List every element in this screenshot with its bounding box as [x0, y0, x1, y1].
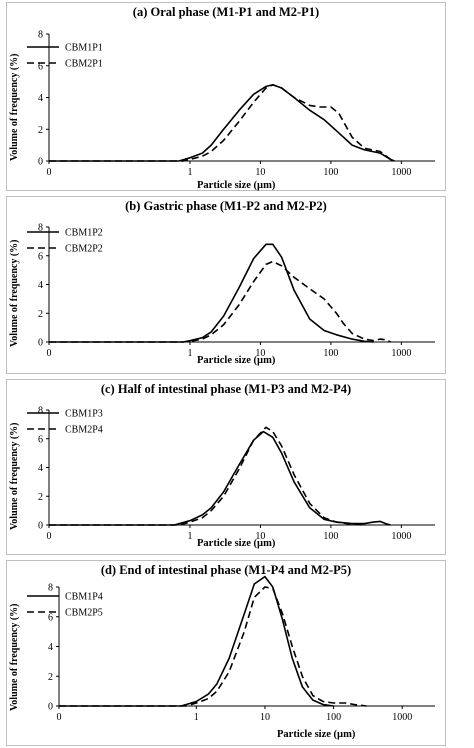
- plot-area: 0 2 4 6 8 0 1 10 100 1000 CBM1P3 CBM2P4: [27, 406, 435, 542]
- series-line-CBM2P4: [49, 426, 365, 526]
- series-line-CBM2P1: [49, 84, 395, 162]
- series-line-CBM1P1: [49, 84, 395, 162]
- x-tick-label: 10: [255, 348, 265, 359]
- y-tick-label: 8: [48, 583, 53, 594]
- x-tick-label: 0: [47, 167, 52, 178]
- x-tick-label: 10: [255, 531, 265, 542]
- plot-area: 0 2 4 6 8 0 1 10 100 1000 CBM1P4 CBM2P5: [27, 575, 435, 723]
- y-tick-label: 4: [38, 93, 43, 104]
- y-tick-label: 4: [38, 280, 43, 291]
- y-tick-label: 6: [48, 612, 53, 623]
- x-tick-label: 100: [323, 167, 338, 178]
- legend-label: CBM1P2: [65, 228, 103, 239]
- legend-label: CBM2P2: [65, 244, 103, 255]
- y-tick-label: 0: [38, 338, 43, 349]
- y-tick-label: 4: [38, 463, 43, 474]
- legend-label: CBM1P3: [65, 409, 103, 420]
- chart-title: (d) End of intestinal phase (M1-P4 and M…: [100, 563, 352, 577]
- y-tick-label: 2: [38, 125, 43, 136]
- x-tick-label: 0: [47, 531, 52, 542]
- x-tick-label: 0: [47, 348, 52, 359]
- x-tick-label: 10: [260, 712, 270, 723]
- chart-title: (a) Oral phase (M1-P1 and M2-P1): [132, 5, 320, 19]
- x-tick-label: 0: [57, 712, 62, 723]
- chart-panel-a: (a) Oral phase (M1-P1 and M2-P1) Volume …: [6, 2, 446, 191]
- legend-label: CBM2P4: [65, 425, 103, 436]
- x-tick-label: 1: [187, 531, 192, 542]
- y-tick-label: 6: [38, 251, 43, 262]
- plot-area: 0 2 4 6 8 0 1 10 100 1000 CBM1P1 CBM2P1: [27, 30, 435, 178]
- y-tick-label: 8: [38, 223, 43, 234]
- x-tick-label: 1: [194, 712, 199, 723]
- series-line-CBM1P2: [49, 243, 374, 343]
- y-tick-label: 6: [38, 434, 43, 445]
- chart-panel-b: (b) Gastric phase (M1-P2 and M2-P2) Volu…: [6, 196, 446, 374]
- series-line-CBM2P5: [59, 586, 367, 707]
- x-tick-label: 1: [187, 348, 192, 359]
- y-tick-label: 2: [48, 672, 53, 683]
- y-tick-label: 2: [38, 309, 43, 320]
- x-axis-label: Particle size (µm): [197, 180, 276, 191]
- x-tick-label: 10: [255, 167, 265, 178]
- x-tick-label: 1000: [391, 531, 411, 542]
- y-tick-label: 4: [48, 642, 53, 653]
- y-tick-label: 0: [38, 521, 43, 532]
- series-line-CBM2P2: [49, 260, 391, 343]
- x-tick-label: 100: [323, 531, 338, 542]
- x-tick-label: 100: [323, 348, 338, 359]
- x-tick-label: 1: [187, 167, 192, 178]
- x-tick-label: 1000: [391, 167, 411, 178]
- chart-title: (c) Half of intestinal phase (M1-P3 and …: [100, 382, 352, 396]
- y-tick-label: 0: [38, 157, 43, 168]
- y-tick-label: 8: [38, 406, 43, 417]
- legend-label: CBM2P1: [65, 59, 103, 70]
- x-tick-label: 1000: [391, 348, 411, 359]
- x-axis-label: Particle size (µm): [197, 355, 276, 366]
- y-tick-label: 8: [38, 30, 43, 41]
- y-tick-label: 0: [48, 702, 53, 713]
- x-tick-label: 100: [326, 712, 341, 723]
- legend-label: CBM2P5: [65, 608, 103, 619]
- chart-panel-c: Volume of frequency (%) (c) Half of inte…: [6, 379, 446, 555]
- y-tick-label: 2: [38, 492, 43, 503]
- legend-label: CBM1P1: [65, 43, 103, 54]
- y-tick-label: 6: [38, 61, 43, 72]
- legend-label: CBM1P4: [65, 592, 103, 603]
- x-axis-label: Particle size (µm): [197, 538, 276, 549]
- plot-area: 0 2 4 6 8 0 1 10 100 1000 CBM1P2 CBM2P2: [27, 223, 435, 359]
- x-tick-label: 1000: [392, 712, 412, 723]
- series-line-CBM1P3: [49, 430, 391, 526]
- chart-panel-d: (d) End of intestinal phase (M1-P4 and M…: [6, 560, 446, 746]
- chart-title: (b) Gastric phase (M1-P2 and M2-P2): [125, 199, 327, 213]
- series-line-CBM1P4: [59, 575, 334, 707]
- x-axis-label: Particle size (µm): [277, 729, 356, 740]
